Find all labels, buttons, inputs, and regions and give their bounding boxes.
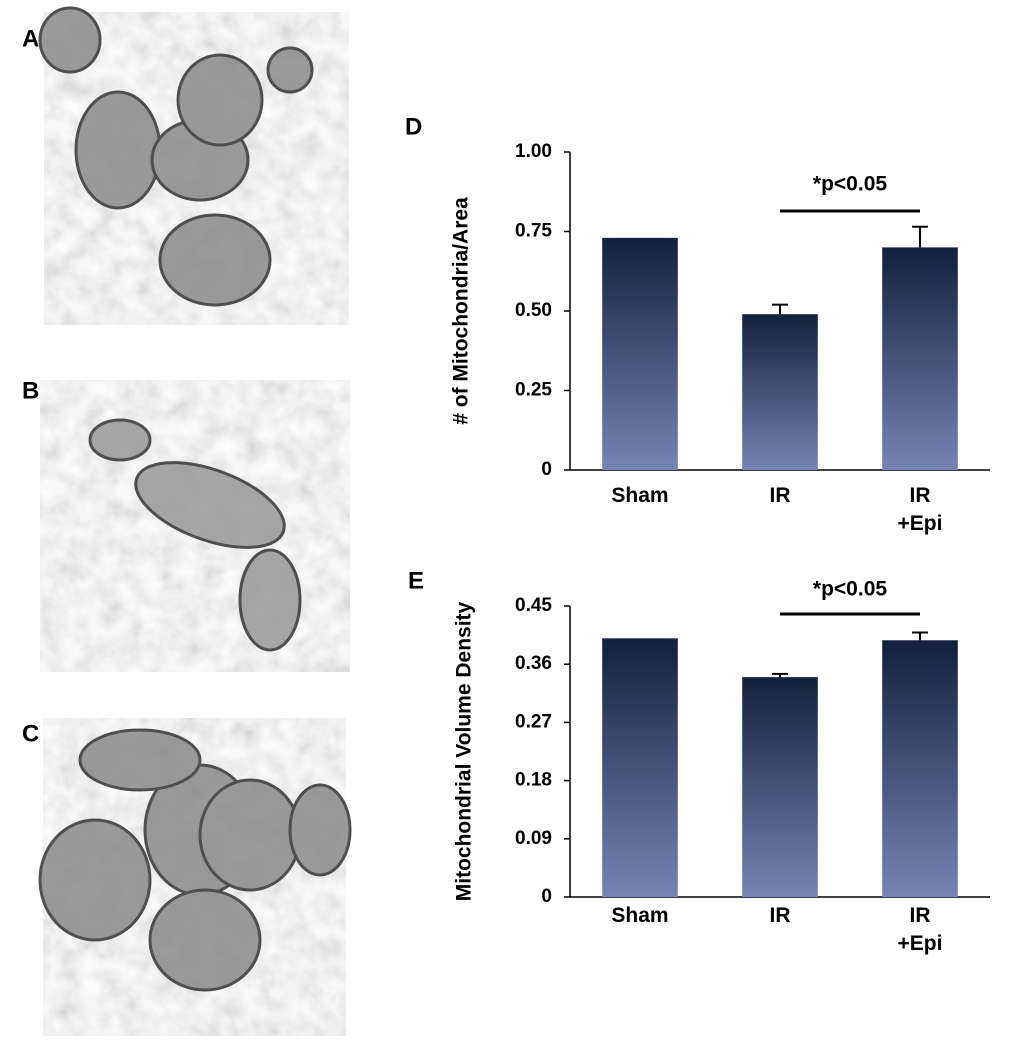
x-tick-label: IR <box>769 904 791 927</box>
bar <box>882 640 958 897</box>
panel-label: C <box>22 720 39 747</box>
y-tick-label: 0.18 <box>515 770 552 791</box>
x-tick-label: Sham <box>611 484 669 507</box>
bar <box>602 237 678 470</box>
panel-label: A <box>22 25 39 52</box>
y-tick-label: 1.00 <box>515 141 552 162</box>
y-tick-label: 0.09 <box>515 828 552 849</box>
x-tick-label: Sham <box>611 904 669 927</box>
annotation: *p<0.05 <box>813 578 887 601</box>
bar <box>742 677 818 897</box>
micrograph-b <box>40 380 350 672</box>
y-tick-label: 0.36 <box>515 653 552 674</box>
y-tick-label: 0 <box>541 886 552 907</box>
panel-label: E <box>408 567 424 594</box>
y-tick-label: 0.25 <box>515 380 552 401</box>
y-axis-label: Mitochondrial Volume Density <box>453 601 476 901</box>
y-axis-label: # of Mitochondria/Area <box>450 197 473 425</box>
bar <box>882 247 958 470</box>
annotation: *p<0.05 <box>813 173 887 196</box>
x-tick-label: IR +Epi <box>897 904 943 955</box>
y-tick-label: 0.50 <box>515 300 552 321</box>
x-tick-label: IR +Epi <box>897 484 943 535</box>
panel-label: D <box>405 113 422 140</box>
y-tick-label: 0.27 <box>515 711 552 732</box>
micrograph-c <box>38 718 352 1036</box>
y-tick-label: 0 <box>541 459 552 480</box>
micrograph-a <box>38 6 349 325</box>
bar <box>742 314 818 470</box>
panel-label: B <box>22 377 39 404</box>
bar <box>602 638 678 897</box>
x-tick-label: IR <box>769 484 791 507</box>
y-tick-label: 0.75 <box>515 221 552 242</box>
y-tick-label: 0.45 <box>515 595 552 616</box>
